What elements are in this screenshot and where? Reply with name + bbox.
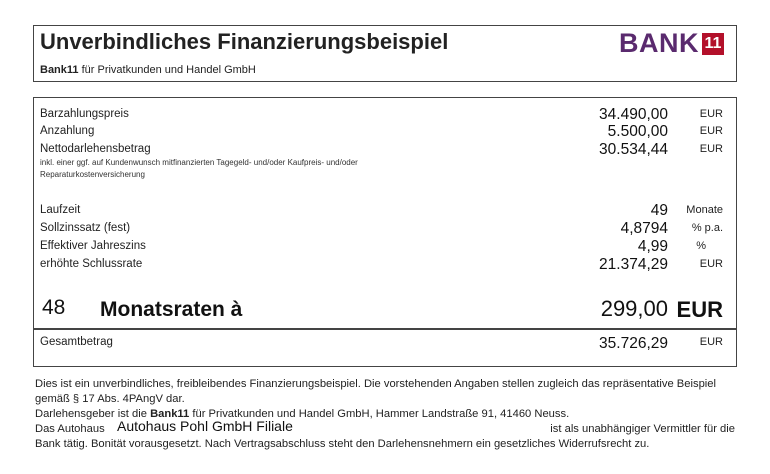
lender-subtitle: Bank11 für Privatkunden und Handel GmbH xyxy=(40,64,256,76)
lender-address: für Privatkunden und Handel GmbH, Hammer… xyxy=(189,408,570,420)
borrowing-rate-label: Sollzinssatz (fest) xyxy=(40,222,131,234)
dealer-name: Autohaus Pohl GmbH Filiale xyxy=(117,418,293,434)
disclaimer-line-withdrawal: Bank tätig. Bonität vorausgesetzt. Nach … xyxy=(35,438,650,450)
dealer-role: ist als unabhängiger Vermittler für die xyxy=(550,423,735,435)
term-value: 49 xyxy=(650,202,668,219)
borrowing-rate-value: 4,8794 xyxy=(620,220,668,237)
effective-rate-value: 4,99 xyxy=(637,238,668,255)
financing-details-box: Barzahlungspreis 34.490,00 EUR Anzahlung… xyxy=(33,97,737,329)
term-unit: Monate xyxy=(686,204,723,216)
down-payment-label: Anzahlung xyxy=(40,125,95,137)
header-box: Unverbindliches Finanzierungsbeispiel Ba… xyxy=(33,25,737,82)
page-title: Unverbindliches Finanzierungsbeispiel xyxy=(40,29,449,54)
net-loan-unit: EUR xyxy=(699,143,723,155)
total-amount-label: Gesamtbetrag xyxy=(40,336,113,348)
borrowing-rate-unit: % p.a. xyxy=(691,222,723,234)
disclaimer-line-dealer: Das Autohaus Autohaus Pohl GmbH Filiale … xyxy=(35,418,735,437)
down-payment-unit: EUR xyxy=(699,125,723,137)
disclaimer-line-example: Dies ist ein unverbindliches, freibleibe… xyxy=(35,378,716,405)
monthly-rate-unit: EUR xyxy=(676,297,723,322)
net-loan-value: 30.534,44 xyxy=(599,141,668,158)
balloon-payment-value: 21.374,29 xyxy=(599,256,668,273)
monthly-rate-value: 299,00 xyxy=(600,296,668,321)
net-loan-insurance-note: inkl. einer ggf. auf Kundenwunsch mitfin… xyxy=(40,158,358,179)
net-loan-label: Nettodarlehensbetrag xyxy=(40,143,151,155)
bank-logo-badge: 11 xyxy=(702,32,724,55)
effective-rate-unit: % xyxy=(696,240,706,252)
monthly-rate-label: Monatsraten à xyxy=(100,298,243,321)
legal-disclaimer: Dies ist ein unverbindliches, freibleibe… xyxy=(35,377,735,452)
lender-bold: Bank11 xyxy=(150,408,190,420)
lender-name-rest: für Privatkunden und Handel GmbH xyxy=(78,64,256,76)
cash-price-label: Barzahlungspreis xyxy=(40,108,129,120)
cash-price-unit: EUR xyxy=(699,108,723,120)
bank-logo: BANK 11 xyxy=(619,30,724,57)
balloon-payment-label: erhöhte Schlussrate xyxy=(40,258,143,270)
total-amount-value: 35.726,29 xyxy=(599,335,668,352)
dealer-prefix: Das Autohaus xyxy=(35,423,105,435)
disclaimer-line-lender: Darlehensgeber ist die Bank11 für Privat… xyxy=(35,407,735,422)
total-amount-unit: EUR xyxy=(699,336,723,348)
total-amount-box: Gesamtbetrag 35.726,29 EUR xyxy=(33,329,737,367)
cash-price-value: 34.490,00 xyxy=(599,106,668,123)
effective-rate-label: Effektiver Jahreszins xyxy=(40,240,146,252)
installment-count: 48 xyxy=(42,296,66,319)
lender-prefix: Darlehensgeber ist die xyxy=(35,408,151,420)
down-payment-value: 5.500,00 xyxy=(607,123,668,140)
term-label: Laufzeit xyxy=(40,204,81,216)
balloon-payment-unit: EUR xyxy=(699,258,723,270)
lender-name: Bank11 xyxy=(40,64,79,76)
bank-logo-word: BANK xyxy=(619,28,699,58)
